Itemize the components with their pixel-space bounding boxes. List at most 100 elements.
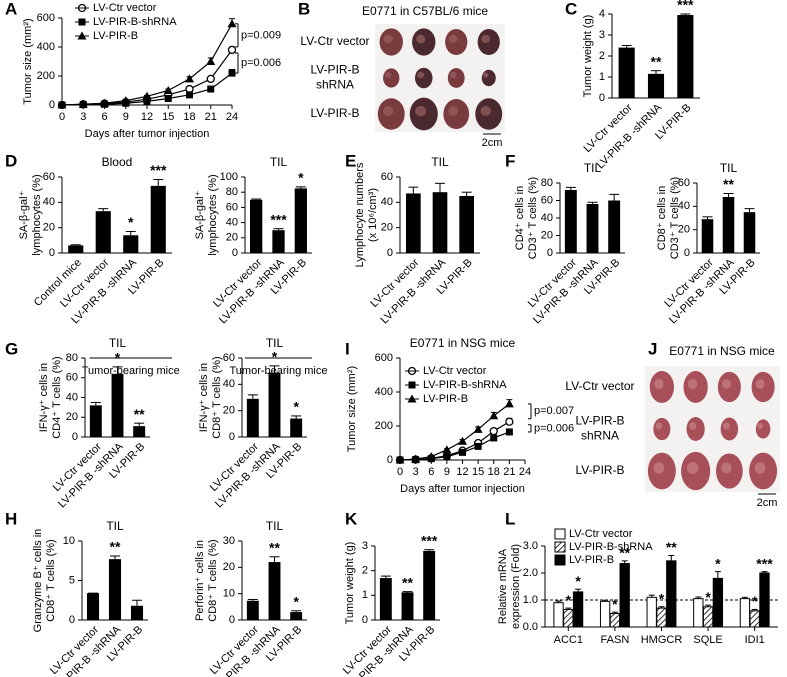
significance: *** [756, 555, 773, 571]
row-label: LV-PIR-B [575, 414, 624, 428]
significance: *** [270, 211, 287, 227]
y-tick-label: 20 [66, 411, 78, 423]
x-tick-label: 9 [444, 466, 450, 478]
significance: * [566, 592, 572, 608]
bar [712, 577, 724, 628]
y-axis-label: IFN-γ⁺ cells in [198, 363, 210, 432]
data-point [206, 74, 215, 84]
tumor [653, 417, 671, 441]
bar [95, 211, 111, 253]
chart-title: E0771 in NSG mice [410, 336, 516, 350]
bar [432, 192, 448, 253]
y-tick-label: 80 [541, 177, 553, 189]
y-tick-label: 60 [541, 194, 553, 206]
tumor-highlight [689, 422, 697, 430]
p-value: p=0.006 [241, 57, 281, 69]
y-axis-label: CD8⁺ T cells (%) [207, 539, 219, 621]
tumor-highlight [448, 106, 459, 116]
significance: *** [421, 532, 438, 548]
significance: * [298, 170, 304, 186]
y-tick-label: 20 [541, 229, 553, 241]
y-tick-label: 40 [541, 212, 553, 224]
y-axis-label: CD8⁺ cells in [656, 186, 668, 251]
data-point [163, 86, 173, 94]
y-tick-label: 200 [375, 420, 393, 432]
data-point [474, 442, 482, 450]
bar [646, 596, 657, 628]
y-tick-label: 80 [66, 352, 78, 364]
tumor-highlight [653, 462, 665, 474]
y-tick-label: 60 [678, 177, 690, 189]
bar [563, 608, 574, 628]
bar [246, 398, 259, 437]
bar [294, 188, 307, 253]
tumor-highlight [383, 106, 394, 116]
legend-label: LV-Ctr vector [423, 365, 487, 377]
bar [553, 602, 564, 628]
data-point [227, 45, 237, 55]
tumor-highlight [385, 71, 392, 79]
significance: *** [677, 0, 694, 13]
significance: * [752, 593, 758, 609]
y-tick-label: 40 [223, 378, 235, 390]
significance: * [115, 350, 121, 366]
y-tick-label: 0.0 [523, 621, 538, 633]
p-value: p=0.009 [241, 29, 281, 41]
y-tick-label: 20 [223, 405, 235, 417]
bar [572, 591, 584, 628]
x-tick-label: 24 [519, 466, 531, 478]
chart-title: TIL [266, 519, 284, 533]
y-tick-label: 4 [599, 8, 605, 20]
tumor-highlight [416, 34, 426, 44]
y-axis-label: SA-β-gal⁺ [194, 190, 206, 239]
x-tick-label: 21 [205, 111, 217, 123]
y-axis-label: lymphocytes (%) [31, 174, 43, 255]
data-point [143, 97, 151, 105]
bar [739, 598, 751, 628]
bar [150, 185, 166, 253]
row-label: shRNA [316, 78, 354, 92]
tumor-highlight [654, 378, 664, 390]
bar [666, 560, 677, 628]
y-tick-label: 1 [362, 589, 368, 601]
y-axis-label: CD3⁺ T cells (%) [669, 177, 681, 259]
tumor-highlight [722, 422, 730, 430]
y-axis-label: CD8⁺ T cells (%) [211, 356, 223, 438]
tumor-highlight [480, 106, 491, 116]
bar [89, 405, 102, 437]
y-tick-label: 40 [43, 196, 55, 208]
data-point [227, 19, 237, 28]
data-point [411, 454, 421, 463]
y-tick-label: 0 [69, 614, 75, 626]
significance: * [705, 589, 711, 605]
bar [406, 193, 421, 253]
legend-label: LV-PIR-B [569, 554, 614, 566]
tumor-highlight [383, 34, 393, 44]
x-tick-label: 12 [141, 111, 153, 123]
x-tick-label: 6 [101, 111, 107, 123]
bar [647, 73, 665, 98]
y-tick-label: 3.0 [523, 540, 538, 552]
tumor [445, 29, 468, 55]
y-tick-label: 400 [375, 386, 393, 398]
y-tick-label: 3 [599, 29, 605, 41]
legend-label: LV-PIR-B [93, 30, 138, 42]
data-point [206, 57, 216, 65]
data-point [100, 98, 109, 107]
significance: * [293, 399, 299, 415]
tumor [383, 68, 400, 88]
scale-bar-label: 2cm [757, 497, 778, 509]
bar [618, 47, 635, 98]
data-point [505, 428, 513, 436]
x-tick-label: 18 [183, 111, 195, 123]
y-tick-label: 20 [43, 222, 55, 234]
y-tick-label: 10 [223, 588, 235, 600]
y-tick-label: 60 [43, 171, 55, 183]
row-label: LV-PIR-B [575, 463, 624, 477]
y-tick-label: 2 [362, 565, 368, 577]
x-tick-label: 15 [162, 111, 174, 123]
bar [459, 196, 474, 253]
photo-title: E0771 in C57BL/6 mice [362, 4, 488, 18]
tumor [755, 419, 771, 439]
